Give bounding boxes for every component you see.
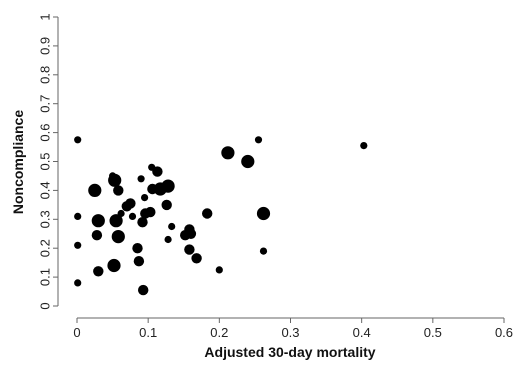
- data-point: [185, 228, 197, 239]
- x-tick-label: 0.6: [495, 325, 513, 340]
- y-tick-label: 0.6: [38, 124, 53, 142]
- y-tick-label: 0.8: [38, 66, 53, 84]
- data-point: [256, 206, 271, 221]
- y-tick-label: 0.4: [38, 181, 53, 199]
- y-axis-title: Noncompliance: [10, 110, 26, 214]
- data-point: [137, 217, 148, 228]
- data-point: [184, 244, 195, 255]
- y-tick-label: 0.5: [38, 152, 53, 170]
- x-axis-title: Adjusted 30-day mortality: [204, 344, 375, 360]
- data-point: [91, 214, 105, 228]
- data-point: [117, 209, 125, 218]
- data-point: [88, 183, 102, 197]
- data-point: [141, 194, 149, 202]
- data-point: [111, 230, 125, 244]
- x-axis: 0 0.1 0.2 0.3 0.4 0.5 0.6: [73, 317, 513, 340]
- data-point: [108, 173, 122, 187]
- data-point: [259, 247, 268, 255]
- y-tick-label: 0.9: [38, 37, 53, 55]
- data-point: [191, 253, 202, 264]
- data-point: [93, 266, 104, 277]
- y-axis: 0 0.1 0.2 0.3 0.4 0.5 0.6 0.7 0.8 0.9 1: [38, 13, 59, 310]
- x-tick-label: 0.3: [281, 325, 299, 340]
- y-tick-label: 0: [38, 302, 53, 309]
- x-tick-label: 0.4: [353, 325, 371, 340]
- x-tick-label: 0: [73, 325, 80, 340]
- data-point: [132, 243, 143, 254]
- data-point: [137, 175, 145, 183]
- data-point: [91, 230, 103, 241]
- data-points: [74, 136, 368, 296]
- data-point: [74, 136, 82, 144]
- data-point: [133, 256, 145, 267]
- data-point: [161, 179, 175, 193]
- data-point: [74, 279, 82, 287]
- data-point: [113, 185, 124, 196]
- data-point: [202, 208, 213, 219]
- x-tick-label: 0.5: [424, 325, 442, 340]
- data-point: [74, 241, 82, 249]
- data-point: [360, 142, 368, 150]
- data-point: [138, 284, 149, 296]
- data-point: [215, 266, 223, 274]
- y-tick-label: 0.2: [38, 239, 53, 257]
- data-point: [74, 212, 82, 220]
- data-point: [145, 206, 156, 218]
- data-point: [109, 214, 123, 228]
- y-tick-label: 0.1: [38, 268, 53, 286]
- data-point: [221, 146, 235, 160]
- data-point: [161, 199, 172, 211]
- data-point: [128, 212, 137, 220]
- data-point: [107, 258, 121, 273]
- x-tick-label: 0.1: [139, 325, 157, 340]
- y-tick-label: 1: [38, 13, 53, 20]
- data-point: [241, 154, 255, 169]
- data-point: [125, 198, 136, 209]
- data-point: [168, 222, 176, 231]
- y-tick-label: 0.7: [38, 95, 53, 113]
- data-point: [254, 136, 263, 144]
- y-tick-label: 0.3: [38, 210, 53, 228]
- data-point: [164, 235, 172, 244]
- x-tick-label: 0.2: [210, 325, 228, 340]
- data-point: [152, 166, 163, 177]
